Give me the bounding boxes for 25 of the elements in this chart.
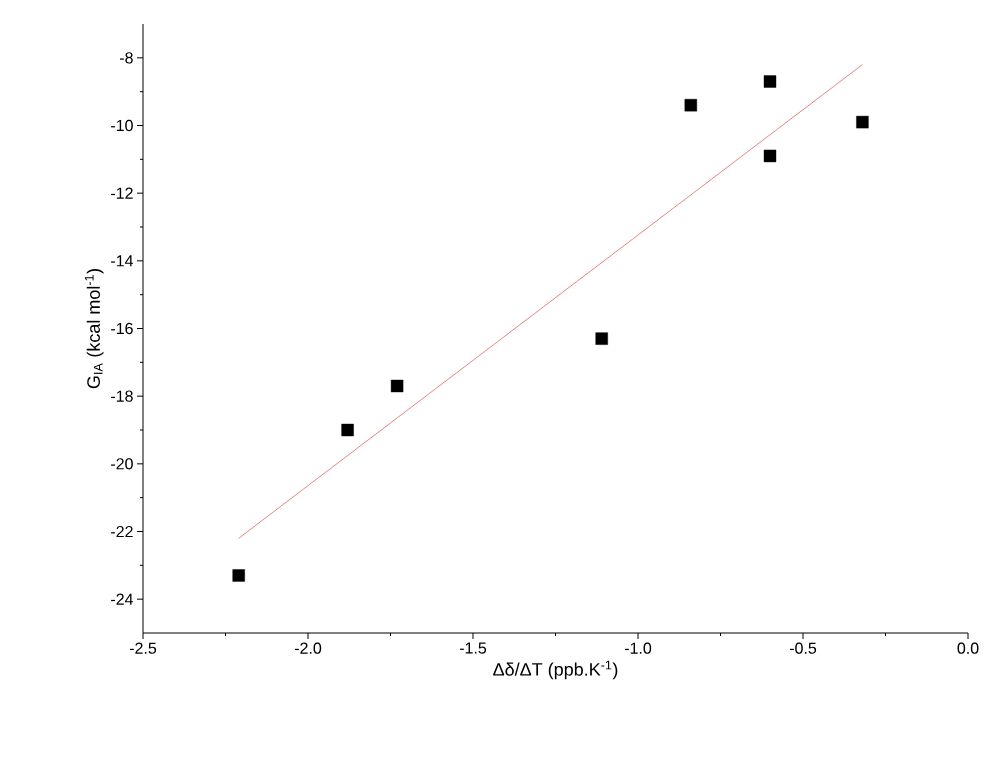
x-tick-label: 0.0 bbox=[957, 642, 979, 654]
x-tick-label: -1.0 bbox=[624, 642, 652, 654]
x-tick-label: -2.0 bbox=[294, 642, 322, 654]
x-axis-title: Δδ/ΔT (ppb.K$^{-1}$) bbox=[493, 660, 618, 680]
y-tick-label: -14 bbox=[111, 255, 134, 267]
x-tick-label: -2.5 bbox=[129, 642, 157, 654]
y-tick-label: -22 bbox=[111, 525, 133, 538]
y-tick-label: -24 bbox=[111, 593, 134, 605]
y-tick-label: -18 bbox=[111, 390, 133, 402]
point bbox=[684, 99, 697, 112]
y-tick-label: -8 bbox=[119, 52, 133, 64]
point bbox=[341, 423, 354, 437]
point bbox=[595, 332, 608, 345]
y-tick-label: -20 bbox=[111, 458, 133, 470]
x-tick-label: -1.5 bbox=[459, 642, 487, 654]
point bbox=[390, 379, 404, 393]
point bbox=[763, 149, 777, 163]
point bbox=[763, 75, 777, 88]
y-tick-label: -10 bbox=[111, 119, 133, 132]
point bbox=[232, 569, 245, 582]
x-tick-label: -0.5 bbox=[789, 642, 817, 654]
y-tick-label: -12 bbox=[111, 187, 133, 199]
y-axis-title: G$_{IA}$ (kcal mol$^{-1}$) bbox=[84, 269, 104, 389]
y-tick-label: -16 bbox=[111, 322, 133, 335]
point bbox=[856, 115, 869, 129]
